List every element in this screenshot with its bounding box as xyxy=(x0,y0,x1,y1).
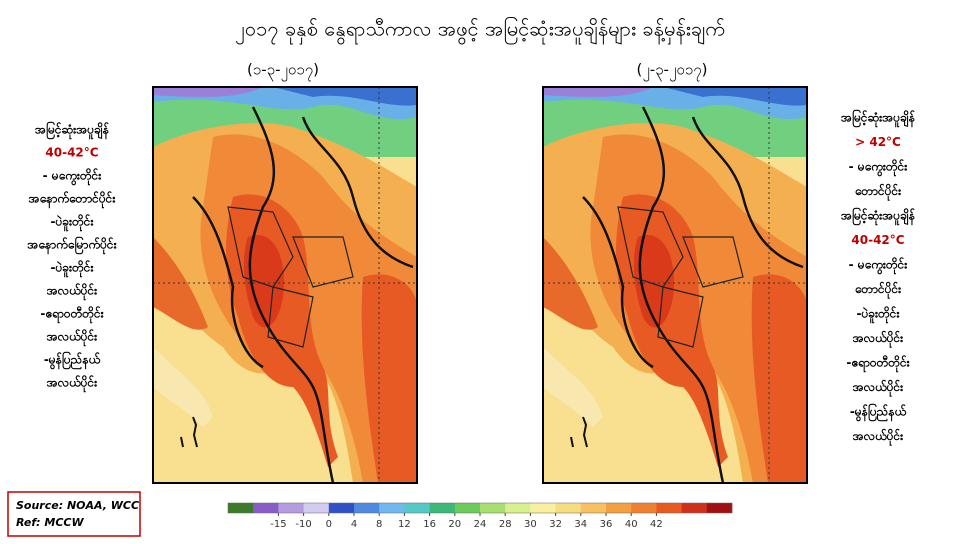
map-date: (၂-၃-၂၀၁၇) xyxy=(636,61,707,82)
note: -ပဲခူးတိုင်း xyxy=(856,305,900,325)
note: -မွန်ပြည်နယ် xyxy=(850,402,907,423)
colorbar-segment xyxy=(530,503,556,513)
colorbar-tick-label: 32 xyxy=(549,519,562,530)
colorbar-tick-label: 30 xyxy=(524,519,537,530)
note: တောင်ပိုင်း xyxy=(854,182,902,202)
colorbar-tick-label: 4 xyxy=(351,519,357,530)
colorbar: -15 -10 0 4 8 12 16 20 24 28 30 32 34 36 40 42 xyxy=(227,502,733,530)
colorbar-segment xyxy=(580,503,607,513)
colorbar-tick-label: -15 xyxy=(270,519,286,530)
colorbar-tick-label: 28 xyxy=(499,519,512,530)
colorbar-segment xyxy=(354,503,380,513)
colorbar-tick-label: 0 xyxy=(326,519,332,530)
colorbar-segment xyxy=(404,503,430,513)
map-right xyxy=(543,87,807,483)
note: အမြင့်ဆုံးအပူချိန် xyxy=(841,206,916,227)
colorbar-tick-label: 12 xyxy=(398,519,411,530)
notes: အမြင့်ဆုံးအပူချိန်> 42°C- မကွေးတိုင်းတော… xyxy=(841,108,916,448)
source-box xyxy=(7,491,141,537)
note: -မွန်ပြည်နယ် xyxy=(44,350,101,371)
colorbar-tick-label: 42 xyxy=(650,519,663,530)
note: 40-42°C xyxy=(45,146,98,160)
colorbar-segment xyxy=(429,503,456,513)
note: အလယ်ပိုင်း xyxy=(47,328,98,348)
note: အလယ်ပိုင်း xyxy=(853,427,904,447)
source: Ref: MCCW xyxy=(16,516,84,529)
note: -ဧရာဝတီတိုင်း xyxy=(40,305,104,325)
colorbar-tick-label: 36 xyxy=(600,519,613,530)
note: 40-42°C xyxy=(851,233,904,247)
colorbar-tick-label: 16 xyxy=(423,519,436,530)
note: အနောက်တောင်ပိုင်း xyxy=(29,190,117,210)
colorbar-segment xyxy=(328,503,355,513)
colorbar-segment xyxy=(278,503,304,513)
colorbar-segment xyxy=(606,503,632,513)
colorbar-tick-label: 34 xyxy=(574,519,587,530)
colorbar-segment xyxy=(706,503,733,513)
note: -ဧရာဝတီတိုင်း xyxy=(846,354,910,374)
colorbar-segment xyxy=(555,503,582,513)
colorbar-tick-label: 8 xyxy=(376,519,382,530)
colorbar-segment xyxy=(656,503,682,513)
map-date: (၁-၃-၂၀၁၇) xyxy=(247,61,319,82)
title: ၂၀၁၇ ခုနှစ် နွေရာသီကာလ အဖွင့် အမြင့်ဆုံး… xyxy=(235,17,725,45)
colorbar-segment xyxy=(228,503,254,513)
colorbar-tick-label: -10 xyxy=(295,519,311,530)
colorbar-segment xyxy=(505,503,531,513)
note: အနောက်မြောက်ပိုင်း xyxy=(27,235,117,256)
note: အလယ်ပိုင်း xyxy=(47,282,98,302)
note: တောင်ပိုင်း xyxy=(854,280,902,300)
note: - မကွေးတိုင်း xyxy=(43,167,103,187)
colorbar-segment xyxy=(631,503,657,513)
note: အလယ်ပိုင်း xyxy=(47,374,98,394)
map-left xyxy=(153,87,417,483)
colorbar-segment xyxy=(379,503,405,513)
colorbar-tick-label: 20 xyxy=(448,519,461,530)
note: အမြင့်ဆုံးအပူချိန် xyxy=(35,120,110,141)
note: - မကွေးတိုင်း xyxy=(849,158,909,178)
colorbar-tick-label: 24 xyxy=(474,519,487,530)
notes: အမြင့်ဆုံးအပူချိန် 40-42°C - မကွေးတိုင်းအန… xyxy=(27,120,117,394)
colorbar-segment xyxy=(681,503,708,513)
note: - မကွေးတိုင်း xyxy=(849,256,909,276)
colorbar-segment xyxy=(480,503,506,513)
note: > 42°C xyxy=(855,135,901,149)
note: အမြင့်ဆုံးအပူချိန် xyxy=(841,108,916,129)
note: အလယ်ပိုင်း xyxy=(853,329,904,349)
colorbar-segment xyxy=(303,503,330,513)
source: Source: NOAA, WCC xyxy=(16,499,139,512)
note: -ပဲခူးတိုင်း xyxy=(50,259,94,279)
note: -ပဲခူးတိုင်း xyxy=(50,213,94,233)
colorbar-tick-label: 40 xyxy=(625,519,638,530)
note: အလယ်ပိုင်း xyxy=(853,378,904,398)
colorbar-segment xyxy=(454,503,481,513)
colorbar-segment xyxy=(253,503,279,513)
